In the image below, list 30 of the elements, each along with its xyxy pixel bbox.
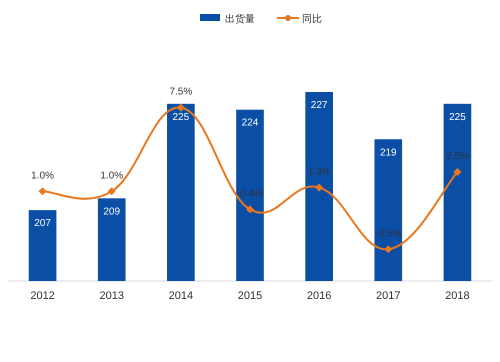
data-label: 227 [310,100,328,111]
data-label: 1.0% [31,170,54,182]
point [108,187,116,196]
x-tick-label: 2015 [238,290,262,302]
data-label: 7.5% [169,86,192,98]
data-label: 1.3% [308,166,331,178]
data-label: -3.5% [375,228,402,240]
data-label: 1.0% [100,170,124,182]
x-tick-label: 2018 [445,290,470,302]
data-label: 225 [172,112,190,123]
x-tick-label: 2013 [99,290,124,302]
legend-label: 出货量 [225,13,255,25]
data-label: 2.5% [446,150,469,162]
x-tick-label: 2012 [30,290,55,302]
point [384,245,392,254]
x-tick-label: 2016 [306,290,332,302]
point [315,183,324,192]
x-tick-label: 2017 [376,290,401,302]
point [246,205,254,214]
point [38,187,47,196]
data-label: 225 [449,112,466,123]
data-label: 224 [242,118,259,129]
point [176,104,185,112]
point [453,168,462,176]
data-label: -0.4% [236,188,264,200]
data-label: 209 [103,206,120,218]
x-tick-label: 2014 [168,290,194,302]
data-label: 219 [380,147,398,158]
legend-label: 同比 [302,13,322,25]
data-label: 207 [34,218,52,230]
